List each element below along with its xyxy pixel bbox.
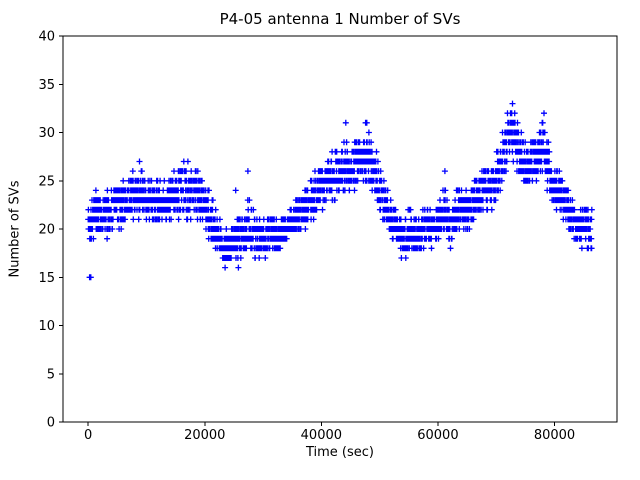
y-tick-label: 35 — [38, 78, 55, 93]
x-tick-label: 40000 — [301, 428, 342, 443]
chart-title: P4-05 antenna 1 Number of SVs — [219, 10, 461, 28]
scatter-markers — [85, 100, 595, 281]
y-tick-label: 5 — [47, 367, 55, 382]
x-tick-label: 20000 — [184, 428, 225, 443]
x-tick-label: 60000 — [417, 428, 458, 443]
y-tick-label: 0 — [47, 416, 55, 431]
y-tick-label: 10 — [38, 319, 55, 334]
y-tick-label: 30 — [38, 126, 55, 141]
x-tick-label: 80000 — [534, 428, 575, 443]
y-tick-label: 40 — [38, 30, 55, 45]
x-axis-label: Time (sec) — [305, 445, 374, 460]
y-tick-label: 20 — [38, 223, 55, 238]
axes-frame — [62, 35, 618, 423]
y-tick-label: 25 — [38, 174, 55, 189]
x-tick-label: 0 — [84, 428, 92, 443]
y-tick-label: 15 — [38, 271, 55, 286]
